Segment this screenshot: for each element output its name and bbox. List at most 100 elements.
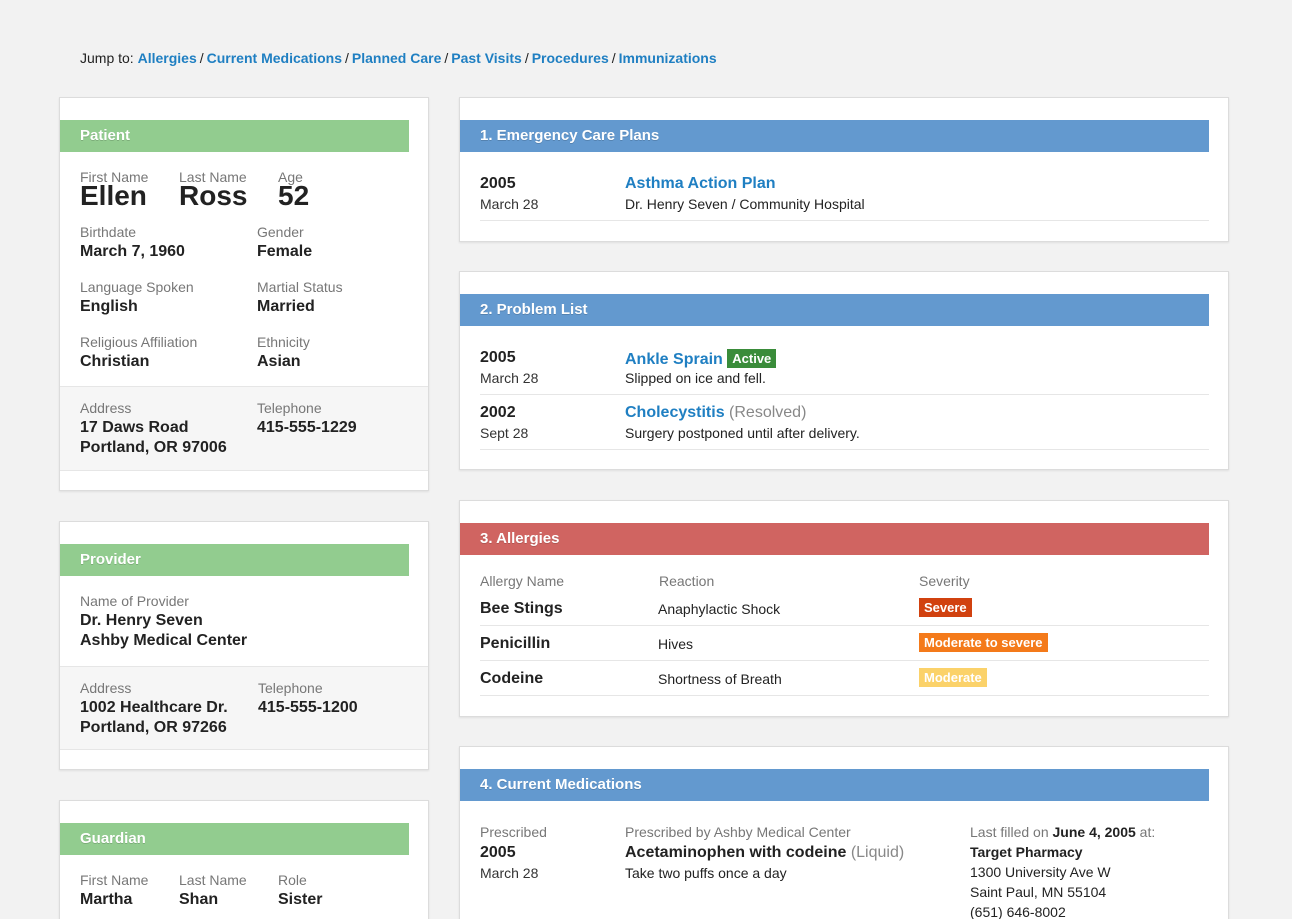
telephone-value: 415-555-1229 xyxy=(257,419,357,436)
severity-badge: Severe xyxy=(919,598,972,617)
birthdate-value: March 7, 1960 xyxy=(80,243,185,260)
medication-name: Acetaminophen with codeine xyxy=(625,844,847,861)
ankle-sprain-link[interactable]: Ankle Sprain xyxy=(625,351,723,368)
pharmacy-name: Target Pharmacy xyxy=(970,844,1083,860)
jump-link-past-visits[interactable]: Past Visits xyxy=(451,50,522,66)
patient-contact-section: Address Telephone 17 Daws Road Portland,… xyxy=(60,386,428,471)
last-filled-prefix: Last filled on xyxy=(970,824,1049,840)
divider xyxy=(480,625,1209,626)
guardian-header: Guardian xyxy=(60,823,409,855)
separator: / xyxy=(611,50,616,66)
address-label: Address xyxy=(80,680,132,696)
divider xyxy=(480,660,1209,661)
jump-link-procedures[interactable]: Procedures xyxy=(531,50,609,66)
jump-link-immunizations[interactable]: Immunizations xyxy=(618,50,717,66)
marital-label: Martial Status xyxy=(257,279,343,295)
religion-value: Christian xyxy=(80,353,150,370)
asthma-action-plan-link[interactable]: Asthma Action Plan xyxy=(625,175,776,192)
age-label: Age xyxy=(278,169,303,185)
provider-telephone: 415-555-1200 xyxy=(258,699,358,716)
medication-name-row: Acetaminophen with codeine (Liquid) xyxy=(625,844,904,862)
language-label: Language Spoken xyxy=(80,279,194,295)
allergy-name: Penicillin xyxy=(480,635,551,652)
telephone-label: Telephone xyxy=(258,680,323,696)
jump-label: Jump to: xyxy=(80,50,134,66)
patient-header: Patient xyxy=(60,120,409,152)
prescribed-label: Prescribed xyxy=(480,824,547,840)
address-label: Address xyxy=(80,400,132,416)
provider-address-line1: 1002 Healthcare Dr. xyxy=(80,699,228,716)
address-line2: Portland, OR 97006 xyxy=(80,439,227,456)
ethnicity-label: Ethnicity xyxy=(257,334,310,350)
emergency-care-header: 1. Emergency Care Plans xyxy=(460,120,1209,152)
active-badge: Active xyxy=(727,349,777,368)
problem-year: 2002 xyxy=(480,404,516,421)
guardian-first-name-label: First Name xyxy=(80,872,149,888)
separator: / xyxy=(524,50,529,66)
last-name-label: Last Name xyxy=(179,169,247,185)
medication-instructions: Take two puffs once a day xyxy=(625,865,787,881)
jump-link-allergies[interactable]: Allergies xyxy=(137,50,197,66)
allergy-name: Codeine xyxy=(480,670,544,687)
severity-badge: Moderate xyxy=(919,668,987,687)
gender-value: Female xyxy=(257,243,313,260)
reaction-col-header: Reaction xyxy=(659,573,715,589)
separator: / xyxy=(199,50,204,66)
problem-detail: Surgery postponed until after delivery. xyxy=(625,425,860,441)
provider-org: Ashby Medical Center xyxy=(80,632,248,649)
allergy-reaction: Anaphylactic Shock xyxy=(658,601,781,617)
severity-col-header: Severity xyxy=(919,573,970,589)
allergy-reaction: Hives xyxy=(658,636,694,652)
allergy-name-col-header: Allergy Name xyxy=(480,573,565,589)
jump-nav: Jump to: Allergies / Current Medications / P… xyxy=(80,50,717,66)
problem-year: 2005 xyxy=(480,349,516,366)
pharmacy-address-line2: Saint Paul, MN 55104 xyxy=(970,884,1107,900)
jump-link-planned-care[interactable]: Planned Care xyxy=(351,50,442,66)
current-medications-header: 4. Current Medications xyxy=(460,769,1209,801)
provider-address-line2: Portland, OR 97266 xyxy=(80,719,227,736)
allergy-name: Bee Stings xyxy=(480,600,563,617)
emergency-date: March 28 xyxy=(480,196,539,212)
cholecystitis-link[interactable]: Cholecystitis xyxy=(625,404,725,421)
problem-date: March 28 xyxy=(480,370,539,386)
severity-badge: Moderate to severe xyxy=(919,633,1048,652)
gender-label: Gender xyxy=(257,224,304,240)
language-value: English xyxy=(80,298,138,315)
current-medications-card: 4. Current Medications Prescribed Prescr… xyxy=(459,746,1229,919)
separator: / xyxy=(344,50,349,66)
divider xyxy=(480,449,1209,450)
guardian-role: Sister xyxy=(278,891,323,908)
guardian-last-name: Shan xyxy=(179,891,219,908)
guardian-last-name-label: Last Name xyxy=(179,872,247,888)
patient-age: 52 xyxy=(278,180,310,211)
problem-date: Sept 28 xyxy=(480,425,529,441)
patient-first-name: Ellen xyxy=(80,180,147,211)
last-filled-suffix: at: xyxy=(1139,824,1156,840)
allergies-card: 3. Allergies Allergy Name Reaction Sever… xyxy=(459,500,1229,717)
last-filled-label: Last filled on June 4, 2005 at: xyxy=(970,824,1155,840)
guardian-card: Guardian First Name Last Name Role Marth… xyxy=(59,800,429,919)
jump-link-current-medications[interactable]: Current Medications xyxy=(206,50,342,66)
separator: / xyxy=(444,50,449,66)
telephone-label: Telephone xyxy=(257,400,322,416)
problem-title-row: Ankle Sprain Active xyxy=(625,349,777,369)
allergy-reaction: Shortness of Breath xyxy=(658,671,782,687)
guardian-role-label: Role xyxy=(278,872,307,888)
problem-list-header: 2. Problem List xyxy=(460,294,1209,326)
provider-name: Dr. Henry Seven xyxy=(80,612,203,629)
pharmacy-phone: (651) 646-8002 xyxy=(970,904,1066,919)
address-line1: 17 Daws Road xyxy=(80,419,189,436)
patient-last-name: Ross xyxy=(179,180,248,211)
emergency-detail: Dr. Henry Seven / Community Hospital xyxy=(625,196,865,212)
medication-form: (Liquid) xyxy=(850,844,905,861)
prescribed-by-label: Prescribed by Ashby Medical Center xyxy=(625,824,851,840)
guardian-first-name: Martha xyxy=(80,891,133,908)
divider xyxy=(480,695,1209,696)
medication-date: March 28 xyxy=(480,865,539,881)
provider-header: Provider xyxy=(60,544,409,576)
pharmacy-address-line1: 1300 University Ave W xyxy=(970,864,1111,880)
ethnicity-value: Asian xyxy=(257,353,301,370)
provider-contact-section: Address Telephone 1002 Healthcare Dr. Po… xyxy=(60,666,428,750)
first-name-label: First Name xyxy=(80,169,149,185)
resolved-status: (Resolved) xyxy=(729,404,807,421)
